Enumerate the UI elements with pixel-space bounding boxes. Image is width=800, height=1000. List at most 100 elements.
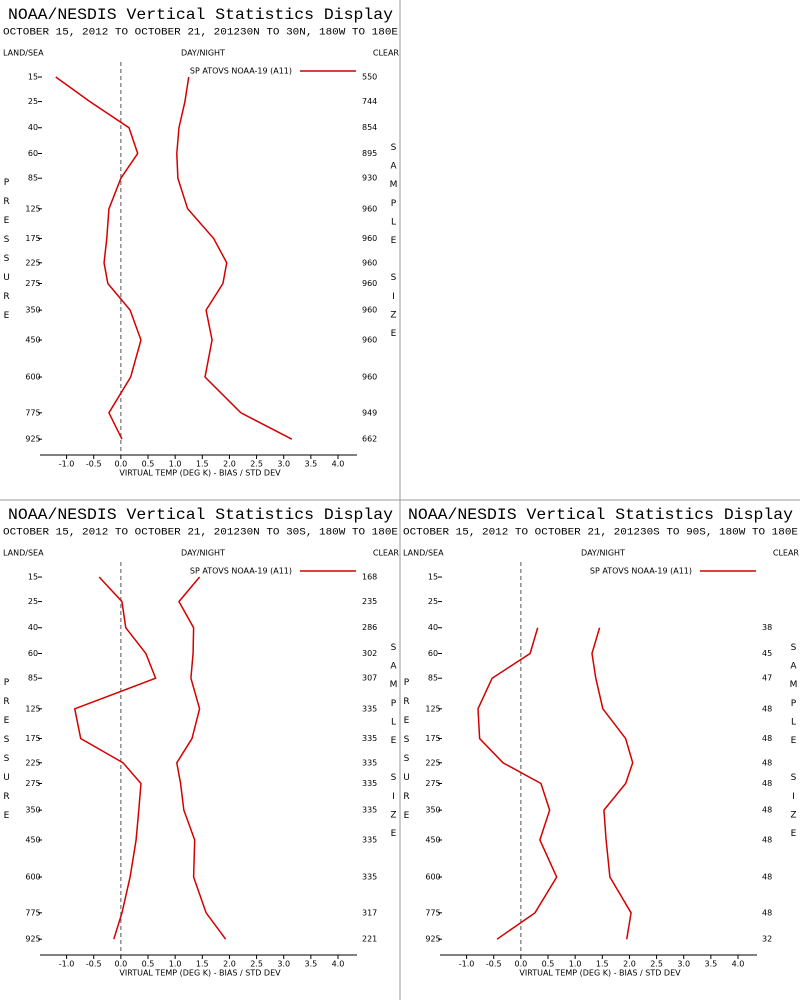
x-tick-label: 0.5 xyxy=(542,960,555,969)
y-tick-label: 600 xyxy=(25,373,40,382)
sample-size-label: 930 xyxy=(362,174,377,183)
y-tick-label: 60 xyxy=(28,149,38,158)
x-axis-label: VIRTUAL TEMP (DEG K) - BIAS / STD DEV xyxy=(519,969,681,978)
x-tick-label: 3.0 xyxy=(277,460,290,469)
chart-title: NOAA/NESDIS Vertical Statistics Display xyxy=(408,506,793,524)
y-tick-label: 350 xyxy=(25,806,40,815)
y-tick-label: 125 xyxy=(425,704,440,713)
x-tick-label: -0.5 xyxy=(486,960,502,969)
x-tick-label: 2.0 xyxy=(223,460,236,469)
y-tick-label: 175 xyxy=(425,734,440,743)
y-tick-label: 925 xyxy=(25,435,40,444)
y2-axis-label: SAMPLE SIZE xyxy=(789,643,799,848)
sample-size-label: 235 xyxy=(362,597,377,606)
y2-axis-label: SAMPLE SIZE xyxy=(389,643,399,848)
y-tick-label: 450 xyxy=(425,835,440,844)
sample-size-label: 302 xyxy=(362,649,377,658)
sample-size-label: 47 xyxy=(762,674,772,683)
header-label: DAY/NIGHT xyxy=(181,49,225,58)
x-tick-label: 2.5 xyxy=(250,460,263,469)
sample-size-label: 221 xyxy=(362,935,377,944)
sample-size-label: 335 xyxy=(362,835,377,844)
y-tick-label: 60 xyxy=(428,649,438,658)
x-tick-label: 4.0 xyxy=(332,460,345,469)
y-tick-label: 15 xyxy=(28,73,38,82)
std-dev-line xyxy=(591,627,634,940)
x-tick-label: -1.0 xyxy=(59,460,75,469)
y-tick-label: 60 xyxy=(28,649,38,658)
sample-size-label: 895 xyxy=(362,149,377,158)
sample-size-label: 48 xyxy=(762,873,772,882)
y-tick-label: 225 xyxy=(25,758,40,767)
sample-size-label: 48 xyxy=(762,835,772,844)
x-tick-label: 0.0 xyxy=(115,960,128,969)
y-tick-label: 85 xyxy=(28,174,38,183)
chart-subtitle: OCTOBER 15, 2012 TO OCTOBER 21, 201230N … xyxy=(3,528,398,539)
chart-panel: NOAA/NESDIS Vertical Statistics Display O… xyxy=(402,506,800,977)
sample-size-label: 335 xyxy=(362,806,377,815)
sample-size-label: 48 xyxy=(762,704,772,713)
header-label: DAY/NIGHT xyxy=(581,549,625,558)
sample-size-label: 335 xyxy=(362,704,377,713)
sample-size-label: 48 xyxy=(762,734,772,743)
chart-subtitle: OCTOBER 15, 2012 TO OCTOBER 21, 201230S … xyxy=(403,528,798,539)
header-label: LAND/SEA xyxy=(403,549,444,558)
bias-line xyxy=(73,576,157,940)
x-axis-label: VIRTUAL TEMP (DEG K) - BIAS / STD DEV xyxy=(119,469,281,478)
y-tick-label: 925 xyxy=(425,935,440,944)
header-label: DAY/NIGHT xyxy=(181,549,225,558)
y-tick-label: 125 xyxy=(25,204,40,213)
sample-size-label: 48 xyxy=(762,908,772,917)
header-label: CLEAR xyxy=(373,49,400,58)
sample-size-label: 335 xyxy=(362,758,377,767)
sample-size-label: 662 xyxy=(362,435,377,444)
x-tick-label: -1.0 xyxy=(59,960,75,969)
x-tick-label: 4.0 xyxy=(732,960,745,969)
x-tick-label: 3.5 xyxy=(304,960,317,969)
x-tick-label: 3.5 xyxy=(704,960,717,969)
sample-size-label: 335 xyxy=(362,779,377,788)
header-label: CLEAR xyxy=(773,549,800,558)
x-tick-label: 3.0 xyxy=(277,960,290,969)
x-tick-label: 1.5 xyxy=(196,460,209,469)
sample-size-label: 317 xyxy=(362,908,377,917)
sample-size-label: 335 xyxy=(362,873,377,882)
x-tick-label: 2.0 xyxy=(623,960,636,969)
legend-label: SP ATOVS NOAA-19 (A11) xyxy=(190,67,292,76)
x-tick-label: -0.5 xyxy=(86,960,102,969)
y-tick-label: 225 xyxy=(425,758,440,767)
sample-size-label: 48 xyxy=(762,758,772,767)
x-tick-label: 1.0 xyxy=(169,460,182,469)
chart-title: NOAA/NESDIS Vertical Statistics Display xyxy=(8,506,393,524)
x-tick-label: -0.5 xyxy=(86,460,102,469)
chart-subtitle: OCTOBER 15, 2012 TO OCTOBER 21, 201230N … xyxy=(3,28,398,39)
x-axis-label: VIRTUAL TEMP (DEG K) - BIAS / STD DEV xyxy=(119,969,281,978)
chart-panel: NOAA/NESDIS Vertical Statistics Display O… xyxy=(2,506,400,977)
chart-panel: NOAA/NESDIS Vertical Statistics Display O… xyxy=(2,6,400,477)
sample-size-label: 960 xyxy=(362,234,377,243)
y-tick-label: 450 xyxy=(25,835,40,844)
y-tick-label: 775 xyxy=(425,908,440,917)
sample-size-label: 45 xyxy=(762,649,772,658)
chart-title: NOAA/NESDIS Vertical Statistics Display xyxy=(8,6,393,24)
y-tick-label: 25 xyxy=(28,597,38,606)
header-label: LAND/SEA xyxy=(3,49,44,58)
sample-size-label: 550 xyxy=(362,73,377,82)
y-tick-label: 275 xyxy=(25,279,40,288)
y-tick-label: 350 xyxy=(425,806,440,815)
x-tick-label: -1.0 xyxy=(459,960,475,969)
y-tick-label: 600 xyxy=(25,873,40,882)
x-tick-label: 1.5 xyxy=(196,960,209,969)
sample-size-label: 48 xyxy=(762,779,772,788)
y-tick-label: 225 xyxy=(25,258,40,267)
y-axis-label: PRESSURE xyxy=(2,678,12,830)
sample-size-label: 960 xyxy=(362,373,377,382)
x-tick-label: 4.0 xyxy=(332,960,345,969)
x-tick-label: 0.0 xyxy=(515,960,528,969)
y-tick-label: 15 xyxy=(428,573,438,582)
x-tick-label: 1.0 xyxy=(169,960,182,969)
y-tick-label: 125 xyxy=(25,704,40,713)
sample-size-label: 960 xyxy=(362,258,377,267)
sample-size-label: 854 xyxy=(362,123,377,132)
